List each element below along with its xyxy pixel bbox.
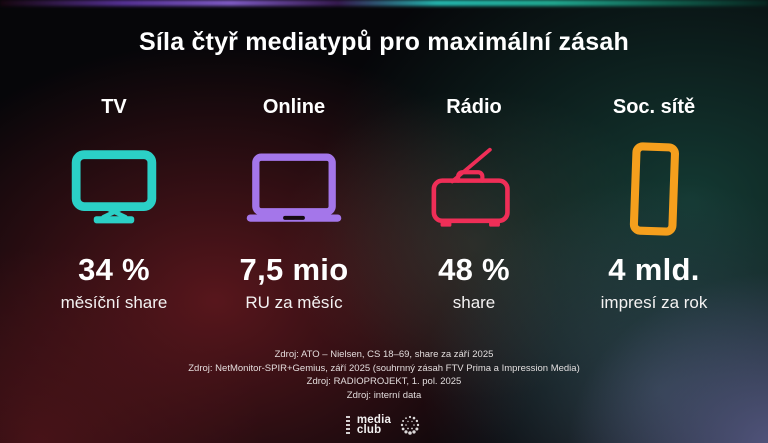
sources-block: Zdroj: ATO – Nielsen, CS 18–69, share za…: [0, 348, 768, 402]
stat-caption-tv: měsíční share: [60, 293, 168, 312]
top-gradient-strip: [0, 0, 768, 6]
source-line-social: Zdroj: interní data: [346, 389, 422, 401]
column-title-tv: TV: [101, 96, 127, 118]
stat-value-online: 7,5 mio: [239, 252, 349, 287]
column-title-radio: Rádio: [446, 96, 502, 118]
media-club-logo: media club: [0, 411, 768, 439]
column-title-social: Soc. sítě: [612, 96, 696, 118]
source-line-tv: Zdroj: ATO – Nielsen, CS 18–69, share za…: [274, 349, 494, 360]
tv-icon: [70, 138, 158, 240]
stat-value-social: 4 mld.: [608, 252, 700, 287]
media-column-tv: TV 34 % měsíční share: [24, 96, 204, 313]
logo-text-line1: media: [356, 413, 392, 426]
media-column-social: Soc. sítě 4 mld. impresí za rok: [564, 96, 744, 313]
radio-icon: [428, 138, 520, 240]
logo-text-line2: club: [356, 424, 382, 436]
slide-title: Síla čtyř mediatypů pro maximální zásah: [139, 28, 629, 56]
media-columns: TV 34 % měsíční share Online 7,5 mio RU …: [24, 96, 744, 313]
media-column-radio: Rádio 48 % share: [384, 96, 564, 313]
logo-vertical-mark: [345, 416, 350, 434]
laptop-icon: [244, 138, 344, 240]
dotted-spiral-icon: [400, 415, 420, 435]
stat-caption-radio: share: [452, 293, 496, 312]
stat-caption-social: impresí za rok: [600, 293, 708, 312]
stat-value-tv: 34 %: [78, 252, 150, 287]
logo-text: media club: [356, 413, 392, 436]
media-column-online: Online 7,5 mio RU za měsíc: [204, 96, 384, 313]
column-title-online: Online: [262, 96, 326, 118]
smartphone-icon: [628, 138, 680, 240]
source-line-radio: Zdroj: RADIOPROJEKT, 1. pol. 2025: [306, 376, 462, 387]
source-line-online: Zdroj: NetMonitor-SPIR+Gemius, září 2025…: [188, 362, 580, 374]
stat-value-radio: 48 %: [438, 252, 510, 287]
stat-caption-online: RU za měsíc: [245, 293, 343, 312]
